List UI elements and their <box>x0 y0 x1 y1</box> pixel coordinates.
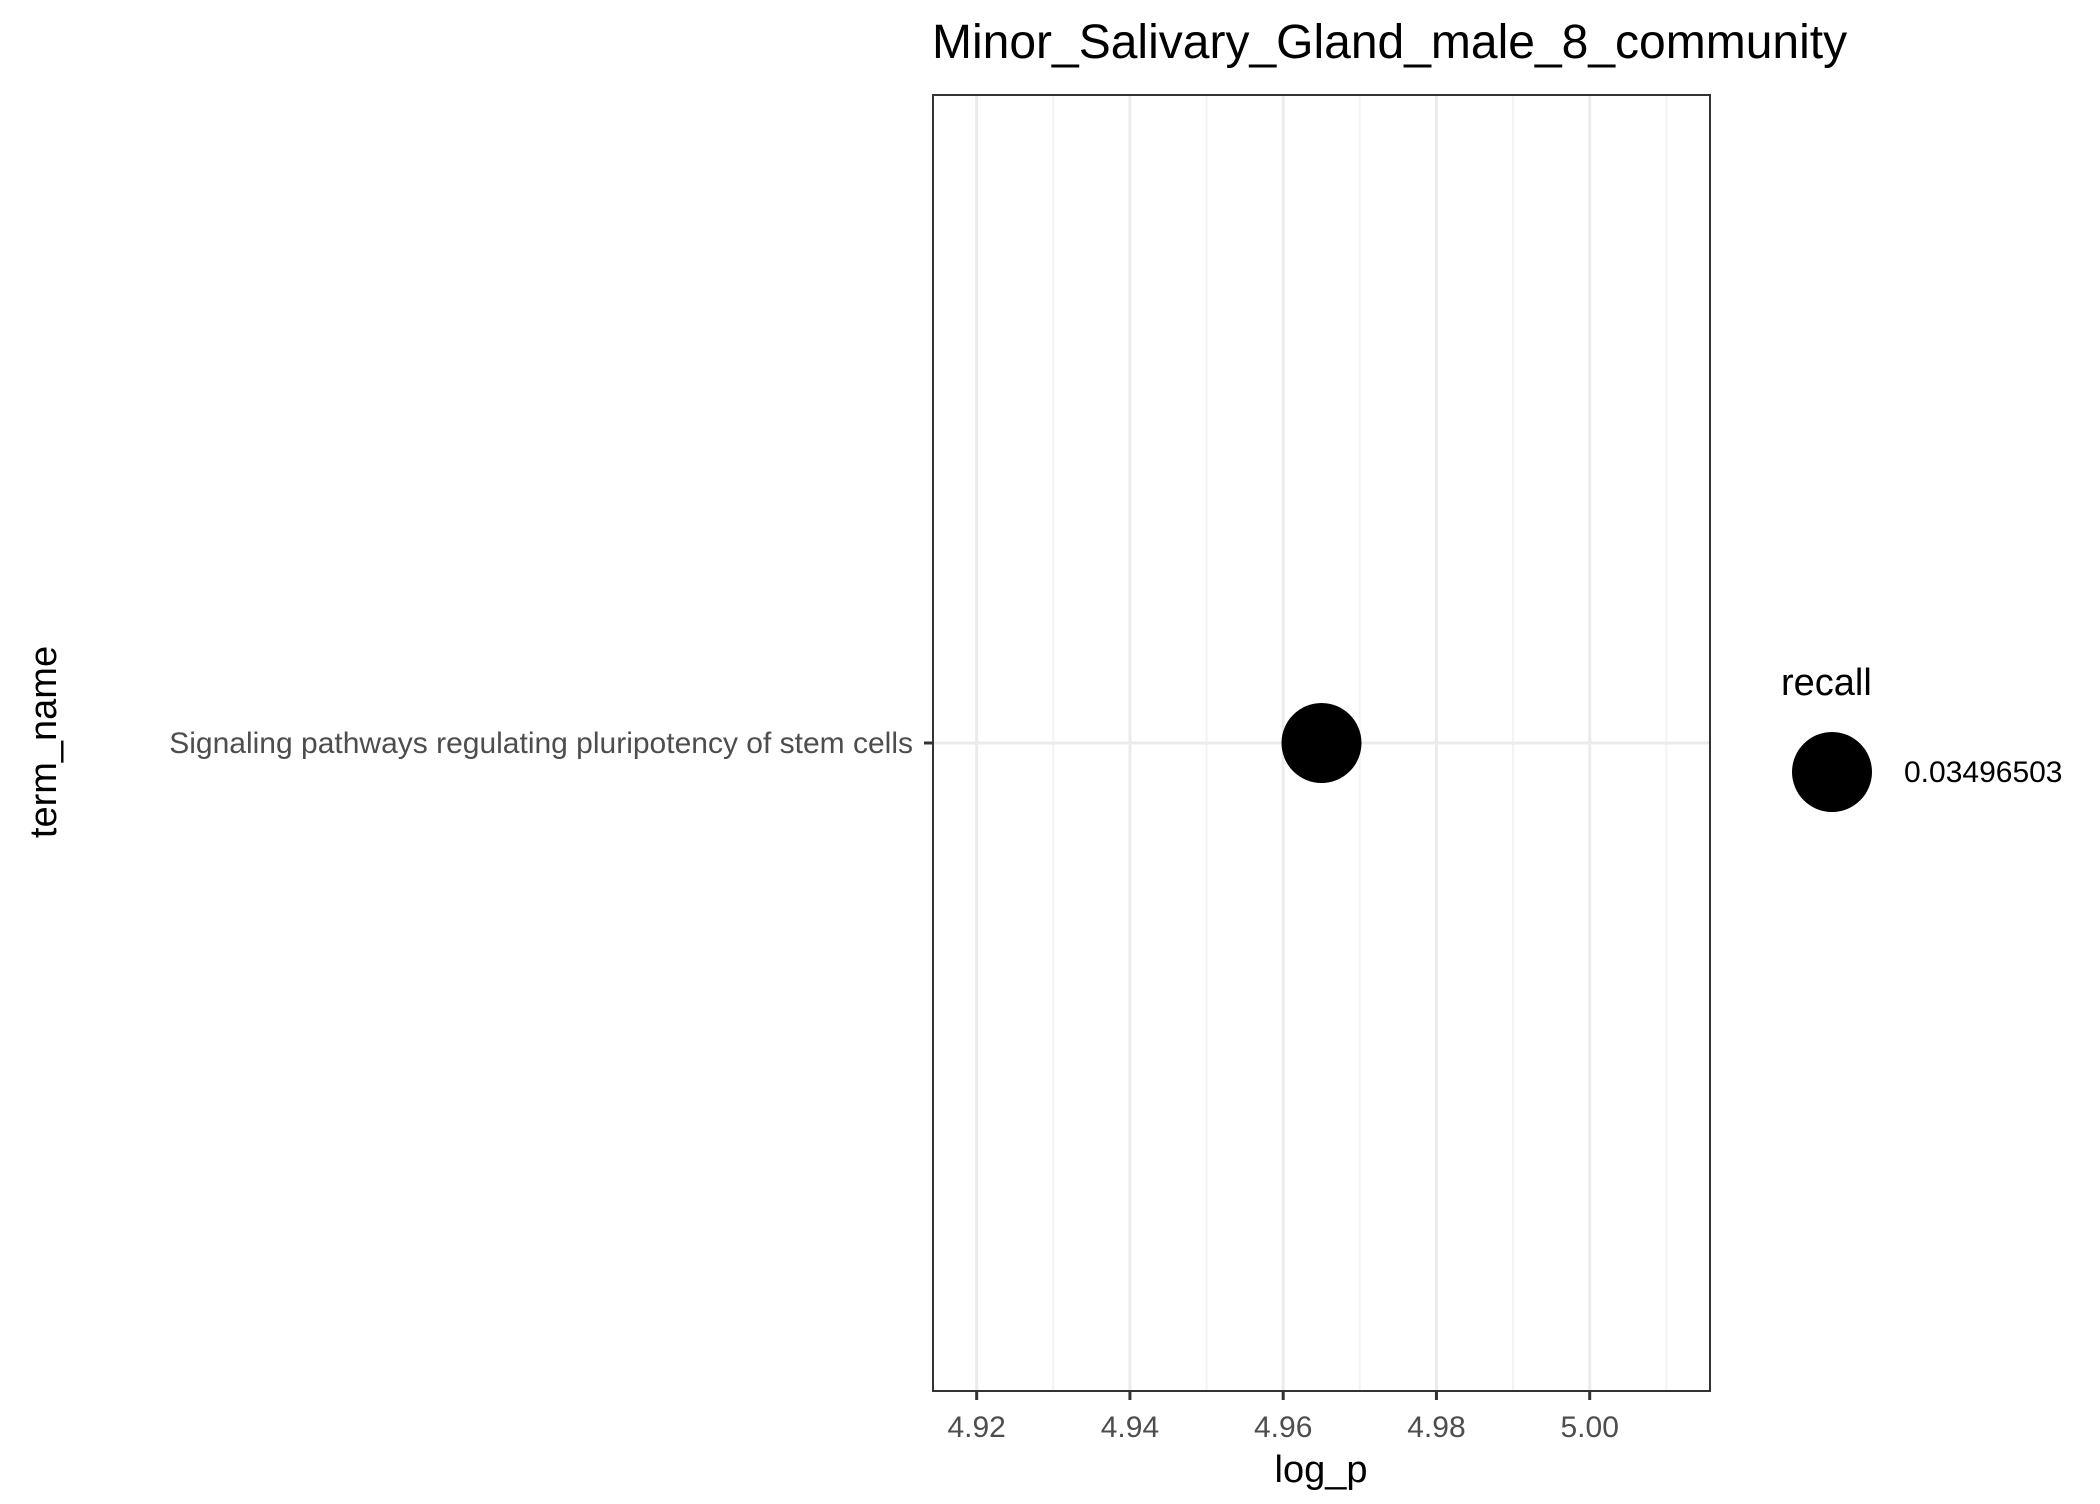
x-tick-label: 4.98 <box>1407 1411 1465 1444</box>
legend-label: 0.03496503 <box>1904 756 2063 789</box>
data-points <box>1281 703 1362 783</box>
legend: 0.03496503 <box>1792 732 2063 812</box>
y-tick-label: Signaling pathways regulating pluripoten… <box>169 727 913 760</box>
x-tick-label: 4.96 <box>1254 1411 1312 1444</box>
x-tick-label: 4.94 <box>1101 1411 1159 1444</box>
data-point <box>1281 703 1362 783</box>
legend-title: recall <box>1781 662 1872 704</box>
y-axis-title: term_name <box>23 646 65 838</box>
x-axis-title: log_p <box>1275 1449 1368 1491</box>
legend-key <box>1792 732 1872 812</box>
plot-panel <box>932 94 1711 1392</box>
chart-title: Minor_Salivary_Gland_male_8_community <box>932 16 1847 69</box>
x-tick-label: 5.00 <box>1561 1411 1619 1444</box>
x-tick-label: 4.92 <box>947 1411 1005 1444</box>
axes: 4.92 4.94 4.96 4.98 5.00 Signaling pathways r… <box>169 727 1619 1444</box>
